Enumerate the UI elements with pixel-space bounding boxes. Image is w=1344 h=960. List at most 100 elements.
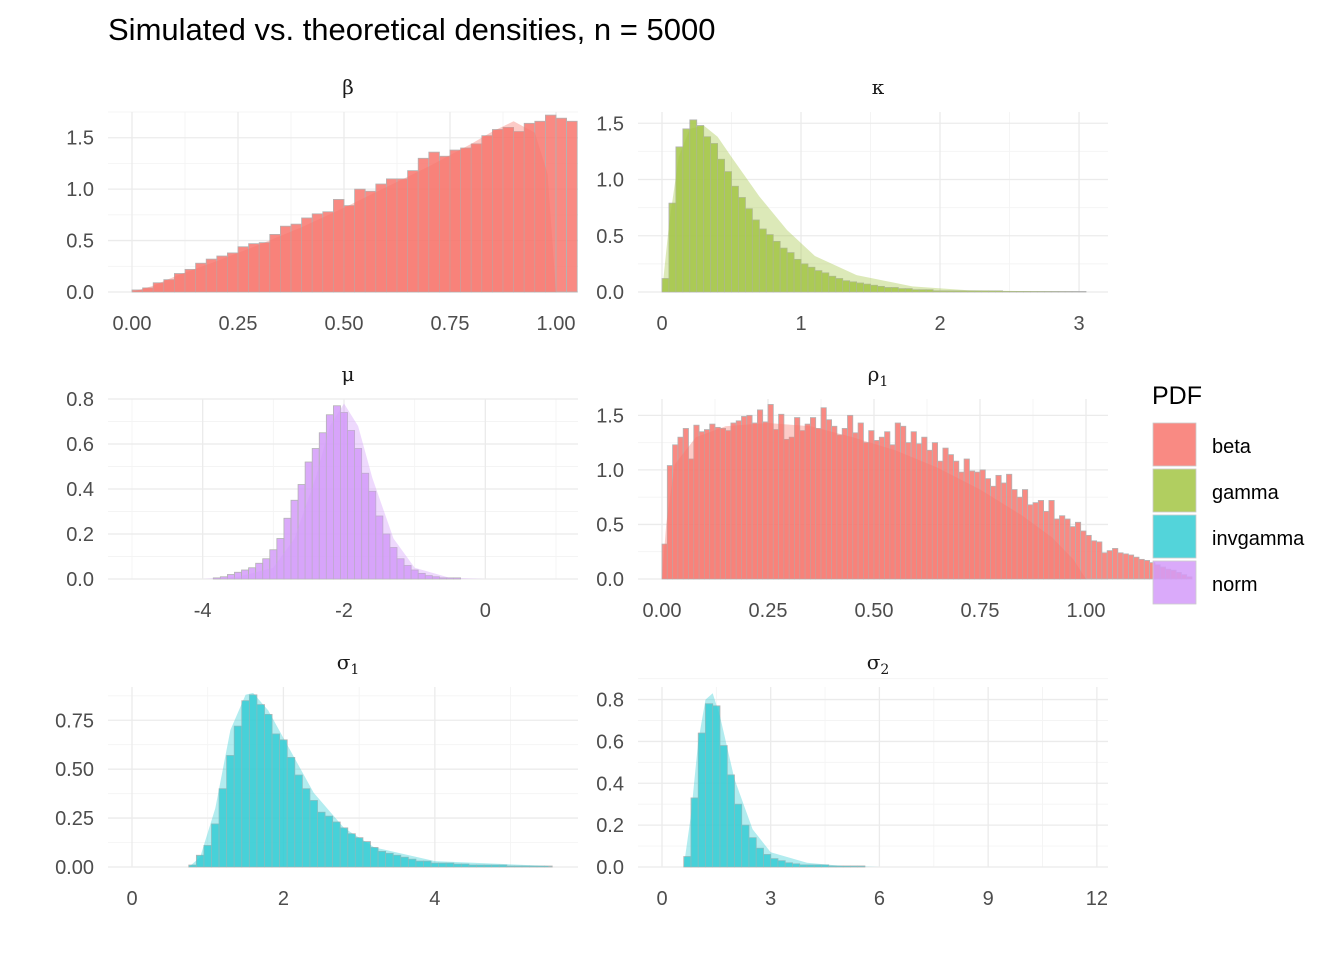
facet-strip-label: σ2 (867, 650, 890, 678)
y-tick-label: 1.5 (66, 128, 94, 150)
x-tick-label: 0 (480, 600, 491, 622)
histogram-bar (1106, 550, 1113, 580)
x-tick-label: 3 (765, 888, 776, 910)
legend-item-norm: norm (1152, 560, 1258, 605)
facet-strip-label: μ (342, 362, 355, 386)
y-tick-label: 0.2 (596, 815, 624, 837)
x-tick-label: -4 (194, 600, 212, 622)
y-tick-label: 0.0 (66, 569, 94, 591)
histogram-bar (1143, 560, 1151, 580)
histogram-bars (131, 114, 578, 293)
histogram-bar (555, 117, 567, 293)
x-tick-label: 2 (278, 888, 289, 910)
histogram-bar (857, 865, 866, 868)
y-tick-label: 1.0 (66, 179, 94, 201)
y-tick-label: 0.0 (596, 569, 624, 591)
legend-label: invgamma (1212, 528, 1305, 550)
legend-label: beta (1212, 436, 1252, 458)
legend-swatch (1152, 560, 1197, 605)
histogram-bars (212, 405, 461, 580)
facet-symbol: μ (342, 362, 355, 386)
facet-strip-label: ρ1 (868, 362, 889, 390)
histogram-bar (1085, 534, 1092, 580)
density-curve (662, 125, 1079, 292)
facet-symbol: σ (337, 650, 351, 674)
facet-panel-4: ρ1 0.0 0.5 1.0 1.5 0.00 0.25 0.50 0.75 1.00 (596, 362, 1193, 622)
facet-symbol: σ (867, 650, 881, 674)
x-tick-label: 0.50 (325, 313, 364, 335)
x-tick-label: 2 (934, 313, 945, 335)
x-tick-label: 6 (874, 888, 885, 910)
legend-label: norm (1212, 574, 1258, 596)
facet-panel-6: σ2 0.0 0.2 0.4 0.6 0.8 0 3 6 9 12 (596, 650, 1108, 910)
chart-title: Simulated vs. theoretical densities, n =… (108, 12, 715, 47)
y-tick-label: 0.5 (596, 226, 624, 248)
facet-panel-3: μ 0.0 0.2 0.4 0.6 0.8 -4 -2 0 (66, 362, 578, 622)
x-tick-label: 0.25 (219, 313, 258, 335)
x-tick-label: 9 (983, 888, 994, 910)
legend-label: gamma (1212, 482, 1280, 504)
x-tick-label: 0.00 (113, 313, 152, 335)
facet-strip-label: σ1 (337, 650, 360, 678)
histogram-bar (1078, 291, 1087, 293)
y-tick-label: 0.75 (55, 710, 94, 732)
x-tick-label: 0.75 (431, 313, 470, 335)
density-curve (202, 403, 486, 579)
facet-symbol: κ (872, 75, 885, 99)
y-tick-label: 0.6 (596, 731, 624, 753)
x-tick-label: 0.25 (749, 600, 788, 622)
histogram-bar (1138, 558, 1145, 580)
histogram-bar (1080, 530, 1087, 580)
histogram-bar (1133, 556, 1140, 580)
histogram-bars (683, 703, 866, 868)
y-tick-label: 0.4 (66, 479, 94, 501)
x-tick-label: 1.00 (1067, 600, 1106, 622)
histogram-bar (1090, 540, 1098, 580)
facet-panel-2: κ 0.0 0.5 1.0 1.5 0 1 2 3 (596, 75, 1108, 335)
x-tick-label: 1.00 (537, 313, 576, 335)
x-tick-label: 4 (429, 888, 440, 910)
histogram-bar (1112, 548, 1119, 580)
histogram-bar (1101, 552, 1108, 580)
legend-item-beta: beta (1152, 422, 1252, 467)
density-curve (662, 423, 1086, 579)
x-tick-label: 1 (795, 313, 806, 335)
legend-item-gamma: gamma (1152, 468, 1280, 513)
x-tick-label: 0.75 (961, 600, 1000, 622)
y-tick-label: 0.5 (596, 514, 624, 536)
x-tick-label: 0.50 (855, 600, 894, 622)
facet-strip-label: β (342, 75, 354, 99)
legend-swatch (1152, 468, 1197, 513)
x-tick-label: 0 (656, 888, 667, 910)
histogram-bars (661, 119, 1087, 293)
y-tick-label: 0.0 (596, 857, 624, 879)
y-tick-label: 0.8 (66, 389, 94, 411)
facet-panel-5: σ1 0.00 0.25 0.50 0.75 0 2 4 (55, 650, 578, 910)
facet-strip-label: κ (872, 75, 885, 99)
y-tick-label: 1.0 (596, 170, 624, 192)
y-tick-label: 0.0 (596, 282, 624, 304)
y-tick-label: 1.0 (596, 460, 624, 482)
x-tick-label: 0.00 (643, 600, 682, 622)
legend: PDF beta gamma invgamma norm (1152, 382, 1305, 605)
x-tick-label: 0 (126, 888, 137, 910)
legend-swatch (1152, 422, 1197, 467)
facet-subscript: 1 (879, 374, 888, 390)
density-curve (683, 693, 880, 867)
x-tick-label: 12 (1086, 888, 1108, 910)
x-tick-label: 3 (1073, 313, 1084, 335)
y-tick-label: 0.8 (596, 690, 624, 712)
density-curve (132, 121, 556, 292)
histogram-bar (1128, 554, 1135, 580)
histogram-bar (1096, 541, 1103, 580)
y-tick-label: 0.0 (66, 282, 94, 304)
facet-symbol: β (342, 75, 354, 99)
histogram-bar (1122, 553, 1129, 580)
legend-item-invgamma: invgamma (1152, 514, 1305, 559)
facet-panels: β0.00.51.01.50.00 0.25 0.50 0.75 1.00κ0.00.5… (55, 75, 1193, 910)
histogram-bars (188, 694, 553, 868)
x-tick-label: 0 (656, 313, 667, 335)
y-tick-label: 0.00 (55, 857, 94, 879)
y-tick-label: 1.5 (596, 113, 624, 135)
